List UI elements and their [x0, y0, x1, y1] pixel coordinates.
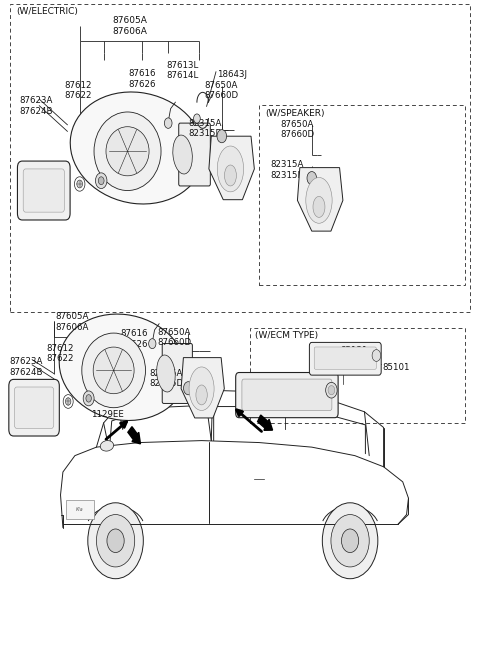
Circle shape [65, 398, 71, 405]
Text: 82315A
82315D: 82315A 82315D [189, 119, 223, 138]
FancyBboxPatch shape [310, 342, 381, 375]
Text: 85101: 85101 [383, 363, 410, 372]
Polygon shape [298, 168, 343, 231]
Text: (W/ELECTRIC): (W/ELECTRIC) [16, 7, 78, 16]
Bar [10, 4, 470, 312]
Ellipse shape [106, 127, 149, 176]
Text: 87623A
87624B: 87623A 87624B [20, 96, 53, 115]
Circle shape [331, 514, 369, 567]
Text: 87612
87622: 87612 87622 [64, 81, 92, 100]
FancyBboxPatch shape [9, 379, 60, 436]
Circle shape [98, 176, 104, 184]
Circle shape [107, 529, 124, 552]
Circle shape [164, 118, 172, 129]
FancyBboxPatch shape [236, 373, 338, 418]
Circle shape [323, 502, 378, 579]
Text: 82315A
82315D: 82315A 82315D [149, 369, 183, 388]
Circle shape [77, 180, 83, 188]
Text: 87612
87622: 87612 87622 [47, 344, 74, 363]
FancyBboxPatch shape [242, 379, 332, 411]
Bar [250, 328, 465, 423]
Text: (W/SPEAKER): (W/SPEAKER) [265, 109, 324, 117]
Text: 87623A
87624B: 87623A 87624B [9, 358, 43, 377]
FancyBboxPatch shape [17, 161, 70, 220]
Text: 85131: 85131 [340, 346, 368, 355]
Circle shape [74, 176, 85, 191]
Ellipse shape [306, 177, 332, 223]
FancyBboxPatch shape [23, 169, 64, 212]
Ellipse shape [217, 146, 243, 192]
FancyBboxPatch shape [314, 347, 376, 369]
Circle shape [307, 172, 317, 184]
Ellipse shape [70, 92, 204, 204]
Polygon shape [181, 358, 224, 418]
Text: 87650A
87660D: 87650A 87660D [205, 81, 239, 100]
Circle shape [372, 350, 381, 361]
Text: 87650A
87660D: 87650A 87660D [157, 328, 191, 348]
Ellipse shape [94, 112, 161, 190]
Circle shape [83, 391, 94, 406]
FancyArrow shape [258, 415, 273, 430]
Circle shape [149, 338, 156, 348]
Text: 82315A
82315D: 82315A 82315D [271, 161, 305, 180]
Circle shape [63, 395, 73, 408]
Ellipse shape [196, 385, 207, 405]
Polygon shape [209, 136, 254, 199]
Circle shape [341, 529, 359, 552]
Bar [259, 106, 465, 285]
Circle shape [88, 502, 144, 579]
Text: 87616
87626: 87616 87626 [120, 329, 147, 349]
Circle shape [96, 514, 135, 567]
Text: 87605A
87606A: 87605A 87606A [112, 16, 147, 36]
FancyBboxPatch shape [179, 123, 210, 186]
Text: 1129EE: 1129EE [92, 411, 124, 419]
Text: 87605A
87606A: 87605A 87606A [56, 312, 89, 332]
Text: 87616
87626: 87616 87626 [128, 70, 156, 89]
Ellipse shape [313, 196, 325, 217]
Circle shape [86, 395, 91, 402]
Text: 87650A
87660D: 87650A 87660D [280, 120, 314, 139]
FancyBboxPatch shape [14, 387, 54, 428]
Text: Kia: Kia [76, 507, 84, 512]
Text: 85101: 85101 [279, 397, 307, 405]
Ellipse shape [156, 355, 175, 392]
Circle shape [328, 386, 335, 395]
Ellipse shape [189, 367, 214, 411]
Text: 87613L
87614L: 87613L 87614L [167, 61, 199, 80]
Circle shape [325, 382, 337, 398]
Ellipse shape [173, 135, 192, 174]
Circle shape [217, 130, 227, 143]
FancyBboxPatch shape [162, 344, 192, 403]
Circle shape [183, 382, 193, 395]
FancyBboxPatch shape [66, 500, 94, 519]
Text: (W/ECM TYPE): (W/ECM TYPE) [255, 331, 318, 340]
Ellipse shape [93, 347, 134, 394]
Ellipse shape [59, 314, 186, 420]
Circle shape [193, 114, 200, 123]
FancyArrow shape [128, 426, 141, 444]
Ellipse shape [100, 441, 114, 451]
Ellipse shape [82, 333, 145, 407]
Circle shape [96, 173, 107, 188]
Text: 18643J: 18643J [217, 70, 247, 79]
Ellipse shape [225, 165, 237, 186]
